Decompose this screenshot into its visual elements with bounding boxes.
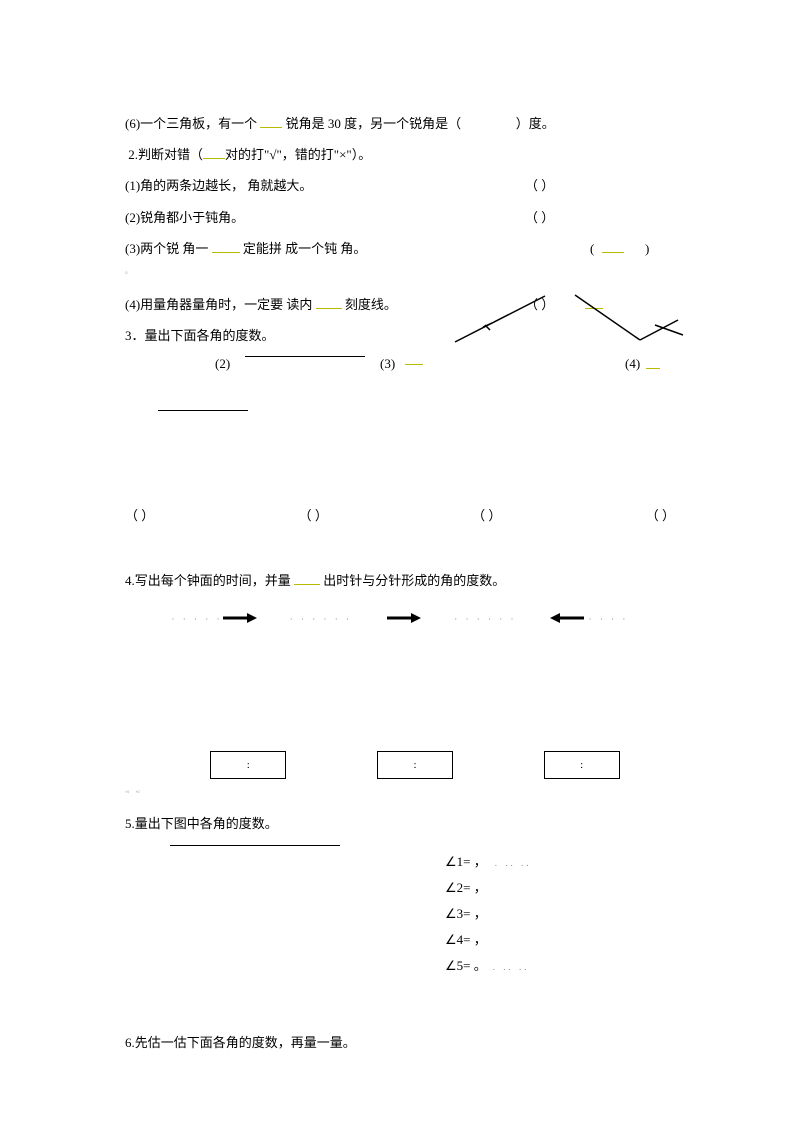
q1-6: (6)一个三角板，有一个 锐角是 30 度，另一个锐角是（ ）度。 <box>125 108 675 139</box>
arrow-right-icon <box>221 605 257 636</box>
dots: . .. .. <box>495 858 532 868</box>
q5-figure-line <box>170 845 340 846</box>
q3-title: 3．量出下面各角的度数。 <box>125 328 275 343</box>
dots: · · · · · · <box>290 609 352 631</box>
worksheet-page: (6)一个三角板，有一个 锐角是 30 度，另一个锐角是（ ）度。 2.判断对错… <box>0 0 800 1098</box>
arrow-right-icon <box>385 605 421 636</box>
angle-5: ∠5= 。 . .. .. <box>445 953 675 979</box>
text: 4.写出每个钟面的时间，并量 <box>125 573 291 588</box>
dots: · · · · · · <box>454 609 516 631</box>
q3-row: 3．量出下面各角的度数。 (2) (3) (4) <box>125 320 675 390</box>
text: 锐角是 30 度，另一个锐角是（ <box>286 116 462 131</box>
angle-3-figure <box>450 290 560 350</box>
q5-title: 5.量出下图中各角的度数。 <box>125 808 675 839</box>
angle-3: ∠3= ， <box>445 901 675 927</box>
text: (2)锐角都小于钝角。 <box>125 210 244 225</box>
blank <box>602 233 624 264</box>
paren: （ ） <box>525 170 554 201</box>
angle-4-figure <box>570 290 685 350</box>
paren-l: ( <box>590 233 594 264</box>
arrow-row: · · · · · · · · · · · · · · · · · · · · … <box>155 605 645 636</box>
text: (1)角的两条边越长， 角就越大。 <box>125 178 312 193</box>
paren: （ ） <box>472 500 501 531</box>
text: 定能拼 成一个钝 角。 <box>243 241 367 256</box>
q2-3: (3)两个锐 角一 定能拼 成一个钝 角。 ( ) <box>125 233 675 264</box>
q4-title: 4.写出每个钟面的时间，并量 出时针与分针形成的角的度数。 <box>125 565 675 596</box>
dots: . .. .. <box>493 962 530 972</box>
text: (4)用量角器量角时，一定要 读内 <box>125 297 312 312</box>
blank-underline <box>260 115 282 128</box>
angle-4: ∠4= ， <box>445 927 675 953</box>
q3-line-1 <box>158 398 248 411</box>
time-box: : <box>377 751 453 779</box>
tiny-mark: ,。 ,。 <box>125 787 675 794</box>
blank <box>294 572 320 585</box>
q2-1: (1)角的两条边越长， 角就越大。 （ ） <box>125 170 675 201</box>
paren: （ ） <box>525 202 554 233</box>
time-boxes: : : : <box>165 751 665 779</box>
arrow-left-icon <box>550 605 586 636</box>
paren-r: ) <box>645 233 649 264</box>
angle-2: ∠2= ， <box>445 875 675 901</box>
text: ∠5= 。 <box>445 958 487 973</box>
blank <box>646 356 660 369</box>
paren: （ ） <box>125 500 154 531</box>
text: ）度。 <box>516 116 555 131</box>
q2-2: (2)锐角都小于钝角。 （ ） <box>125 202 675 233</box>
dots: · · · · · <box>172 609 223 631</box>
q3-label-2: (2) <box>215 348 230 379</box>
paren: （ ） <box>299 500 328 531</box>
q3-label-4: (4) <box>625 348 640 379</box>
blank-underline <box>212 240 240 253</box>
text: 出时针与分针形成的角的度数。 <box>323 573 505 588</box>
q3-answers: （ ） （ ） （ ） （ ） <box>125 500 675 531</box>
time-box: : <box>210 751 286 779</box>
q2-title: 2.判断对错（ 对的打"√"，错的打"×"）。 <box>125 139 675 170</box>
text: ∠1= ， <box>445 854 487 869</box>
q3-label-3: (3) <box>380 348 395 379</box>
blank-underline <box>203 146 225 159</box>
q5-body: ∠1= ， . .. .. ∠2= ， ∠3= ， ∠4= ， ∠5= 。 . ..… <box>125 849 675 999</box>
text: (3)两个锐 角一 <box>125 241 208 256</box>
time-box: : <box>544 751 620 779</box>
angles-list: ∠1= ， . .. .. ∠2= ， ∠3= ， ∠4= ， ∠5= 。 . ..… <box>445 849 675 979</box>
paren: （ ） <box>646 500 675 531</box>
q6-title: 6.先估一估下面各角的度数，再量一量。 <box>125 1027 675 1058</box>
blank-underline <box>316 296 342 309</box>
tiny-mark: 。 <box>125 268 675 275</box>
blank <box>405 352 423 365</box>
q3-line-2 <box>245 344 365 357</box>
dots: · · · · <box>589 609 629 631</box>
text: (6)一个三角板，有一个 <box>125 116 257 131</box>
text: 刻度线。 <box>345 297 397 312</box>
text: 2.判断对错（ <box>128 147 203 162</box>
angle-1: ∠1= ， . .. .. <box>445 849 675 875</box>
text: 对的打"√"，错的打"×"）。 <box>225 147 371 162</box>
